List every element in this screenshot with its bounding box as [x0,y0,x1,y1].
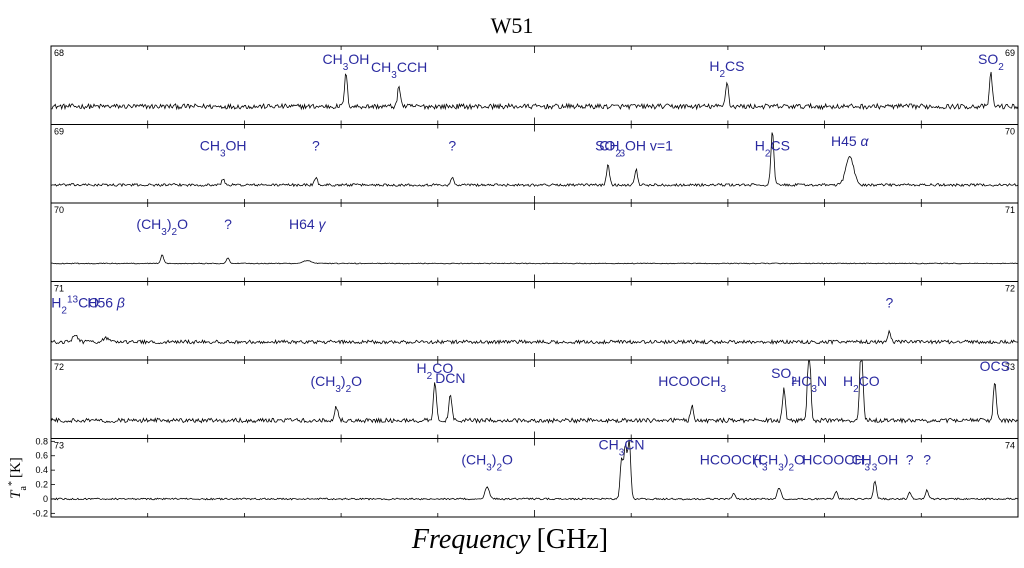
y-axis-label: Ta* [K] [7,457,29,499]
line-label: H2CO [843,373,880,395]
spectrum-trace [50,254,1019,265]
spectrum-panel: 73 74(CH3)2OCH3CNHCOOCH3(CH3)2OHCOOCH3CH3… [50,436,1019,518]
line-label: HC3N [791,373,827,395]
y-tick-label: 0.6 [35,451,48,461]
x-axis-label: Frequency [GHz] [411,524,608,555]
y-tick-label: 0 [43,494,48,504]
line-label: H2CS [709,58,744,80]
line-label: H64 γ [289,216,327,232]
panel-frame [50,359,1019,439]
panel-start-label: 73 [54,441,64,451]
line-label: HCOOCH3 [658,373,726,395]
svg-text:Ta*[K]: Ta* [K] [7,457,29,499]
line-label: CH3OH [200,138,247,160]
panel-end-label: 74 [1005,441,1015,451]
spectrum-panel: 70 71 (CH3)2O? H64 γ [50,202,1019,282]
panel-end-label: 70 [1005,127,1015,137]
panel-start-label: 68 [54,48,64,58]
chart-title: W51 [491,13,534,38]
panel-frame [50,124,1019,204]
y-axis-label-sup: * [7,481,18,486]
panel-start-label: 69 [54,127,64,137]
line-label: ? [224,216,232,232]
panel-end-label: 72 [1005,284,1015,294]
line-label: ? [312,138,320,154]
y-tick-label: 0.4 [35,465,48,475]
line-label: H2CS [755,138,790,160]
line-label: SO2 [978,51,1004,73]
y-axis-label-unit: [K] [8,457,24,478]
x-axis-label-unit: [GHz] [537,524,609,555]
panel-frame [50,281,1019,361]
y-axis-label-main: T [8,489,24,499]
line-label: ? [885,295,893,311]
line-label: ? [906,452,914,468]
panel-frame [50,202,1019,282]
spectrum-panel: 68 69 CH3OH CH3CCH H2CS SO2 [50,45,1019,125]
spectrum-trace [50,329,1019,345]
spectrum-trace [50,132,1019,188]
spectrum-trace [51,71,1019,111]
x-axis-label-text: Frequency [411,524,531,555]
y-tick-label: 0.2 [35,480,48,490]
line-label: CH3CN [599,436,645,458]
line-label: (CH3)2O [310,373,362,395]
line-label: (CH3)2O [461,452,513,474]
panel-start-label: 72 [54,362,64,372]
y-tick-label: 0.8 [35,436,48,446]
line-label: ? [923,452,931,468]
panel-frame [50,438,1019,518]
line-label: ? [448,138,456,154]
line-label: H56 β [87,295,125,311]
panel-end-label: 69 [1005,48,1015,58]
line-label: OCS [980,358,1010,374]
y-axis-label-sub: a [18,485,29,490]
line-label: CH3CCH [371,59,427,81]
svg-text:Frequency[GHz]: Frequency [GHz] [411,524,608,555]
panel-end-label: 71 [1005,205,1015,215]
y-tick-label: -0.2 [32,508,48,518]
line-label: (CH3)2O [136,216,188,238]
y-axis: 0.8 0.6 0.4 0.2 0 -0.2 [32,436,55,518]
line-label: H45 α [831,133,870,149]
line-label: CH3OH v=1 [599,138,673,160]
panel-start-label: 71 [54,284,64,294]
panel-end-label: 73 [1005,362,1015,372]
panel-start-label: 70 [54,205,64,215]
line-label: CH3OH [851,452,898,474]
panel-frame [50,45,1019,125]
spectrum-trace [50,439,1019,501]
line-label: DCN [435,370,465,386]
spectrum-trace [50,360,1019,424]
line-label: CH3OH [323,51,370,73]
